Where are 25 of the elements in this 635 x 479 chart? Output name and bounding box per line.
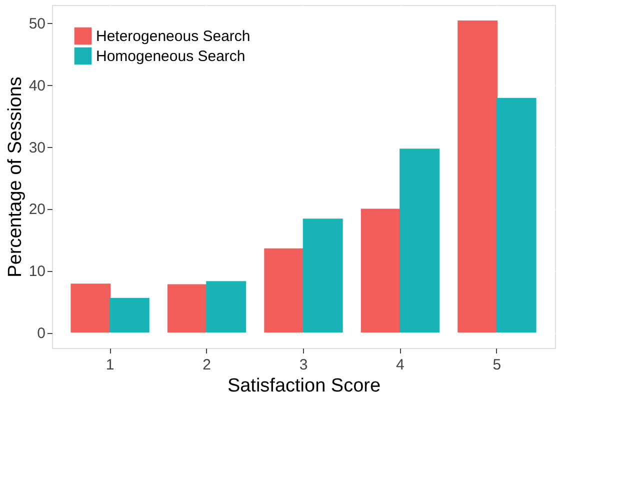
- legend-label: Heterogeneous Search: [96, 28, 250, 45]
- legend-label: Homogeneous Search: [96, 48, 246, 65]
- x-tick-label: 2: [202, 356, 211, 374]
- bar: [206, 281, 246, 333]
- x-axis-title: Satisfaction Score: [227, 376, 381, 396]
- x-tick-label: 1: [106, 356, 114, 374]
- bar: [360, 208, 401, 333]
- bar: [400, 148, 440, 333]
- bar: [70, 284, 111, 333]
- y-tick-label: 20: [28, 201, 46, 218]
- y-tick-label: 0: [37, 325, 46, 342]
- bar: [302, 218, 343, 333]
- bar: [264, 248, 304, 333]
- bar: [496, 98, 536, 333]
- x-tick-label: 3: [299, 356, 308, 374]
- y-tick-label: 40: [28, 77, 46, 94]
- y-axis-title: Percentage of Sessions: [4, 76, 26, 278]
- bar: [109, 298, 150, 333]
- y-tick-label: 10: [28, 263, 46, 280]
- x-tick-label: 4: [396, 356, 404, 374]
- y-tick-label: 30: [28, 139, 46, 156]
- x-tick-label: 5: [492, 356, 502, 374]
- bar: [458, 20, 498, 333]
- y-tick-label: 50: [28, 15, 46, 32]
- bar: [167, 284, 208, 333]
